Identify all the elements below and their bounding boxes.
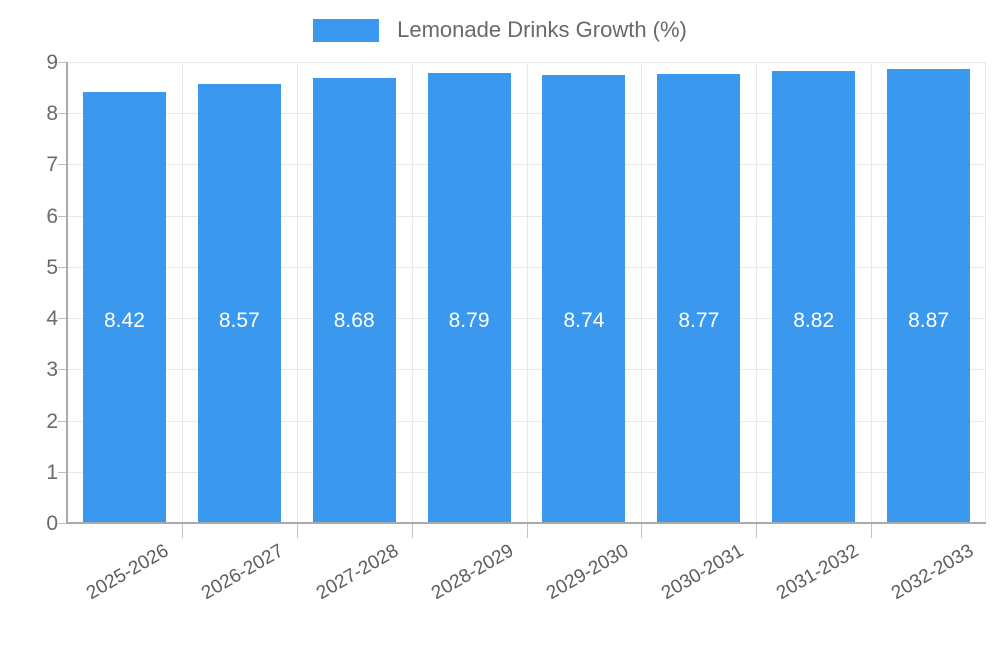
y-axis-tick-mark: [58, 266, 66, 268]
bar-value-label: 8.87: [908, 309, 949, 332]
bar[interactable]: 8.74: [542, 75, 626, 523]
bar-value-label: 8.77: [678, 309, 720, 332]
gridline-horizontal: [67, 164, 986, 166]
y-axis-tick-label: 1: [46, 460, 58, 484]
y-axis-tick-mark: [58, 62, 66, 63]
y-axis-tick-mark: [58, 369, 66, 371]
y-axis-tick-label: 5: [46, 255, 58, 279]
y-axis-tick-label: 8: [46, 102, 58, 126]
gridline-horizontal: [67, 62, 986, 63]
gridline-vertical: [985, 62, 986, 523]
bar-value-label: 8.57: [218, 309, 260, 332]
y-axis-tick-label: 7: [46, 153, 58, 177]
bar-value-label: 8.68: [333, 309, 375, 332]
x-axis-tick-mark: [527, 524, 528, 538]
y-axis-tick-label: 6: [46, 204, 58, 228]
bar-column[interactable]: 8.42: [67, 62, 182, 523]
gridline-horizontal: [67, 266, 986, 268]
bar[interactable]: 8.87: [887, 68, 971, 523]
bar-value-label: 8.79: [448, 309, 490, 332]
y-axis-tick-mark: [58, 113, 66, 115]
gridline-vertical: [527, 62, 528, 523]
chart-legend: Lemonade Drinks Growth (%): [0, 10, 1000, 50]
x-axis-tick-mark: [412, 524, 413, 538]
bar[interactable]: 8.42: [82, 91, 166, 523]
gridline-horizontal: [67, 471, 986, 473]
y-axis: 0 1 2 3 4 5 6 7 8 9: [0, 52, 66, 534]
x-axis-tick-mark: [871, 524, 872, 538]
bar[interactable]: 8.79: [427, 72, 511, 523]
y-axis-tick-mark: [58, 471, 66, 473]
gridline-horizontal: [67, 113, 986, 115]
x-axis-tick-mark: [297, 524, 298, 538]
plot-area: 8.42 8.57 8.68 8.79 8.74 8.77 8.82 8.87: [67, 62, 986, 524]
x-axis-tick-mark: [641, 524, 642, 538]
bar[interactable]: 8.68: [312, 78, 396, 523]
gridline-vertical: [412, 62, 413, 523]
bar-column[interactable]: 8.77: [641, 62, 756, 523]
y-axis-tick-label: 3: [46, 358, 58, 382]
gridline-vertical: [297, 62, 298, 523]
bar-value-label: 8.42: [104, 309, 145, 332]
bar-column[interactable]: 8.82: [756, 62, 871, 523]
y-axis-tick-mark: [58, 420, 66, 422]
y-axis-tick-label: 2: [46, 409, 58, 433]
gridline-vertical: [871, 62, 872, 523]
y-axis-tick-label: 0: [46, 512, 58, 535]
gridline-horizontal: [67, 318, 986, 320]
gridline-horizontal: [67, 369, 986, 371]
bar-column[interactable]: 8.68: [297, 62, 412, 523]
bar-column[interactable]: 8.87: [871, 62, 986, 523]
y-axis-tick-label: 4: [46, 307, 58, 331]
bar[interactable]: 8.57: [197, 84, 281, 523]
y-axis-tick-mark: [58, 215, 66, 217]
x-axis-tick-mark: [756, 524, 757, 538]
y-axis-tick-mark: [58, 318, 66, 320]
x-axis-tick-mark: [182, 524, 183, 538]
bar[interactable]: 8.82: [772, 71, 856, 523]
gridline-vertical: [182, 62, 183, 523]
gridline-vertical: [641, 62, 642, 523]
bar-column[interactable]: 8.57: [182, 62, 297, 523]
y-axis-tick-mark: [58, 164, 66, 166]
y-axis-tick-mark: [58, 523, 66, 524]
gridline-horizontal: [67, 420, 986, 422]
gridline-vertical: [756, 62, 757, 523]
bar-value-label: 8.74: [563, 309, 605, 332]
gridline-horizontal: [67, 215, 986, 217]
bar-chart: Lemonade Drinks Growth (%) 0 1 2 3 4 5 6 7 8 9 8.…: [0, 10, 1000, 605]
bar-column[interactable]: 8.74: [527, 62, 642, 523]
x-axis-line: [66, 522, 986, 524]
legend-color-swatch-icon: [313, 18, 380, 42]
legend-item-lemonade-drinks-growth[interactable]: Lemonade Drinks Growth (%): [313, 17, 687, 42]
y-axis-tick-label: 9: [46, 51, 58, 74]
bar-column[interactable]: 8.79: [412, 62, 527, 523]
legend-label: Lemonade Drinks Growth (%): [397, 17, 687, 42]
bar-value-label: 8.82: [793, 309, 835, 332]
y-axis-line: [66, 62, 68, 524]
bar[interactable]: 8.77: [657, 73, 741, 523]
